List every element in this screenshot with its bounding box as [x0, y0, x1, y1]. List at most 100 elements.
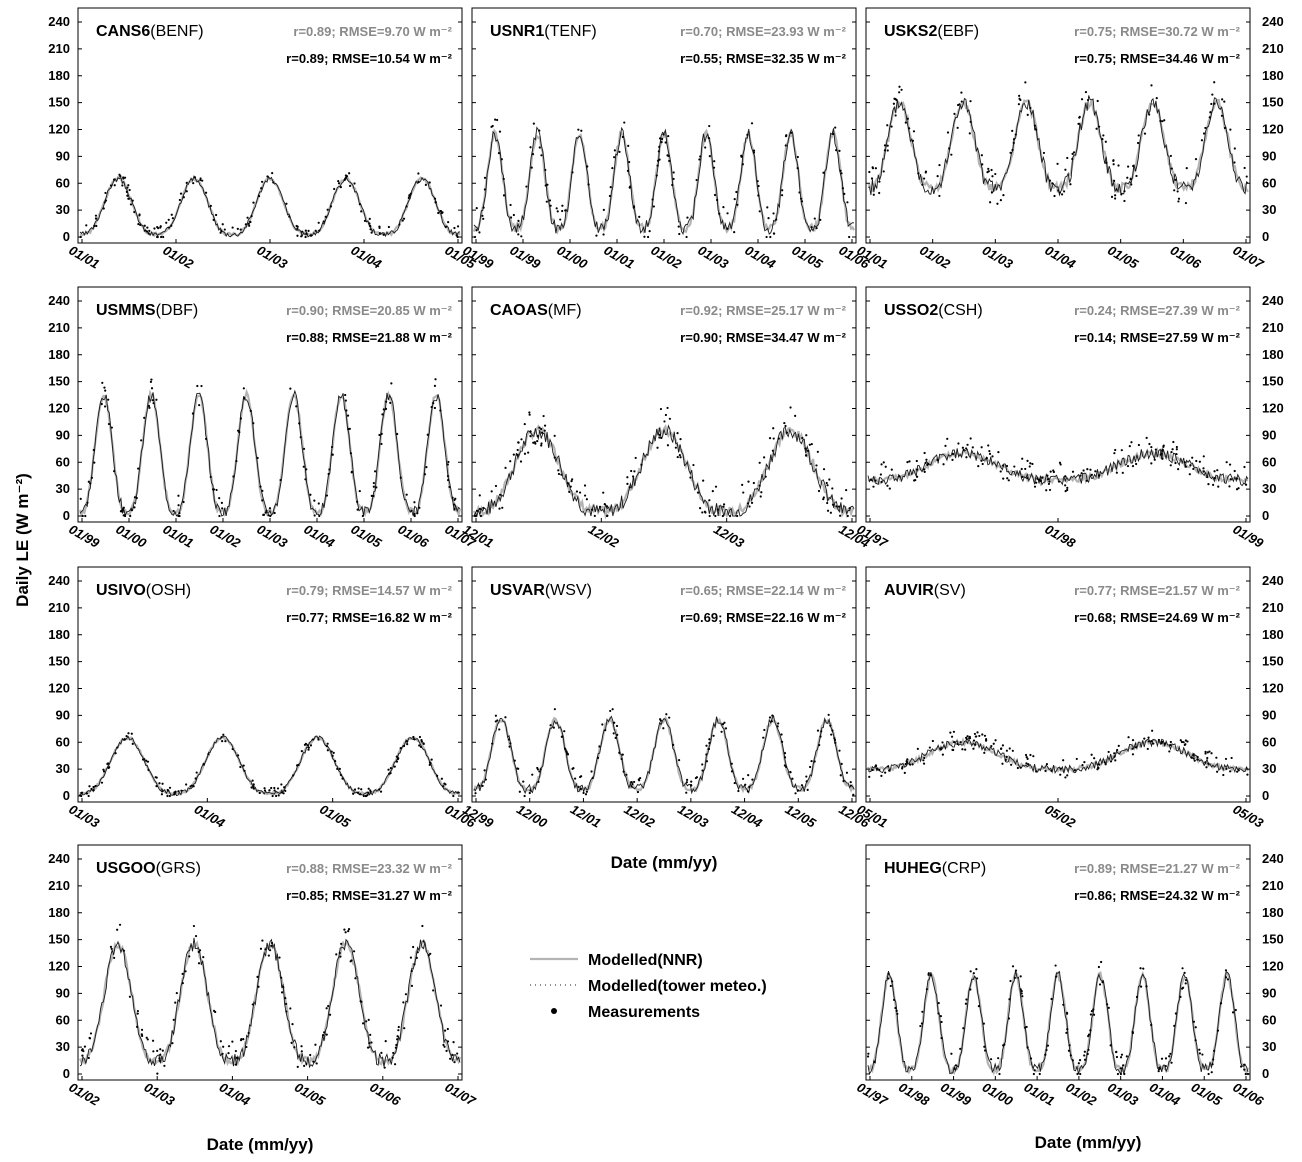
measurement-point [1234, 1008, 1237, 1012]
measurement-point [660, 137, 664, 141]
measurement-point [662, 727, 665, 730]
series-measurements [866, 960, 1250, 1076]
site-code: USGOO [96, 860, 156, 877]
xtick-label: 01/07 [442, 1079, 478, 1109]
measurement-point [628, 486, 631, 489]
measurement-point [538, 129, 541, 132]
measurement-point [1196, 755, 1199, 759]
measurement-point [869, 478, 873, 481]
measurement-point [1019, 975, 1022, 978]
measurement-point [906, 117, 909, 120]
measurement-point [798, 191, 801, 194]
measurement-point [418, 735, 422, 739]
measurement-point [136, 1012, 139, 1015]
measurement-point [290, 1041, 293, 1044]
measurement-point [940, 1020, 943, 1024]
measurement-point [349, 452, 353, 455]
measurement-point [422, 940, 425, 943]
measurement-point [946, 437, 949, 440]
series-nnr [866, 737, 1249, 775]
stat-nnr: r=0.65; RMSE=22.14 W m⁻² [680, 583, 846, 598]
measurement-point [1054, 964, 1057, 967]
measurement-point [267, 954, 270, 957]
measurement-point [410, 984, 414, 987]
measurement-point [1007, 1017, 1011, 1020]
measurement-point [772, 212, 775, 215]
measurement-point [765, 235, 768, 239]
measurement-point [1026, 1046, 1029, 1049]
measurement-point [185, 190, 188, 193]
measurement-point [1120, 449, 1123, 452]
measurement-point [960, 100, 963, 103]
measurement-point [306, 744, 309, 747]
measurement-point [883, 149, 887, 152]
xtick-label: 01/99 [66, 521, 102, 551]
measurement-point [330, 445, 334, 449]
measurement-point [1168, 750, 1171, 753]
measurement-point [536, 768, 539, 771]
panel-usnr1: 01/99 01/99 01/00 01/01 01/02 01/03 01/04 01/05… [460, 7, 873, 272]
xtick-label: 01/06 [1168, 242, 1204, 272]
measurement-point [383, 1066, 386, 1069]
measurement-point [1183, 971, 1186, 974]
measurement-point [520, 235, 523, 238]
measurement-point [678, 232, 681, 236]
measurement-point [733, 781, 736, 785]
xtick-label: 01/00 [554, 242, 590, 272]
measurement-point [978, 734, 981, 738]
measurement-point [804, 447, 807, 450]
measurement-point [1113, 755, 1116, 758]
measurement-point [1103, 761, 1106, 764]
measurement-point [708, 124, 711, 128]
measurement-point [1180, 740, 1184, 744]
x-axis-title: Date (mm/yy) [207, 1135, 314, 1154]
stat-tower: r=0.69; RMSE=22.16 W m⁻² [680, 610, 846, 625]
measurement-point [1005, 749, 1008, 752]
panel-title: USIVO(OSH) [96, 582, 191, 599]
measurement-point [251, 1003, 254, 1006]
measurement-point [243, 397, 246, 400]
measurement-point [1147, 736, 1150, 739]
measurement-point [388, 772, 391, 775]
measurement-point [94, 784, 97, 788]
measurement-point [820, 730, 823, 733]
measurement-point [282, 985, 285, 989]
measurement-point [925, 458, 928, 461]
measurement-point [961, 748, 964, 751]
measurement-point [672, 171, 675, 174]
measurement-point [356, 791, 360, 794]
x-axis-title: Date (mm/yy) [1035, 1133, 1142, 1152]
measurement-point [835, 149, 838, 152]
measurement-point [362, 794, 365, 798]
measurement-point [325, 744, 329, 748]
measurement-point [1012, 138, 1016, 141]
measurement-point [258, 791, 261, 795]
measurement-point [483, 176, 487, 179]
measurement-point [307, 229, 310, 232]
measurement-point [866, 1055, 870, 1058]
measurement-point [1109, 1044, 1112, 1047]
measurement-point [541, 431, 544, 434]
measurement-point [202, 956, 205, 959]
measurement-point [395, 760, 399, 763]
measurement-point [880, 774, 883, 777]
measurement-point [1164, 1057, 1168, 1060]
measurement-point [397, 1029, 400, 1032]
measurement-point [884, 465, 887, 468]
measurement-point [660, 436, 663, 440]
xtick-label: 12/00 [514, 801, 550, 831]
measurement-point [328, 1013, 332, 1016]
xtick-label: 01/05 [789, 242, 825, 272]
measurement-point [1150, 84, 1153, 87]
measurement-point [439, 409, 442, 412]
measurement-point [491, 742, 494, 745]
measurement-point [382, 408, 385, 411]
measurement-point [657, 150, 660, 153]
measurement-point [636, 790, 640, 794]
measurement-point [222, 1045, 225, 1048]
measurement-point [532, 122, 535, 125]
measurement-point [155, 398, 158, 401]
measurement-point [453, 503, 456, 506]
measurement-point [369, 789, 372, 792]
measurement-point [1179, 995, 1182, 999]
